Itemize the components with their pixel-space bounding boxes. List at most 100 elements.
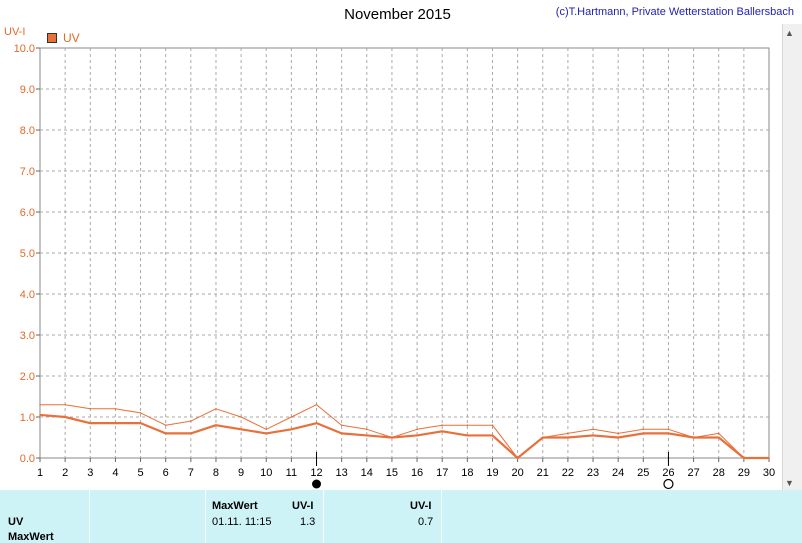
data-point-mean [466,434,469,437]
data-point-mean [667,432,670,435]
data-point-mean [315,422,318,424]
x-tick-label: 18 [461,467,473,479]
y-tick-label: 5.0 [20,248,35,260]
data-point-max [642,428,645,431]
data-point-max [466,424,469,427]
data-point-mean [541,436,544,439]
col-unit-header: UV-I [292,500,314,512]
data-point-mean [89,422,92,424]
x-tick-label: 23 [587,467,599,479]
x-tick-label: 27 [687,467,699,479]
x-tick-label: 20 [511,467,523,479]
col-max-header: MaxWert [212,500,258,512]
y-axis-unit-label: UV-I [4,26,26,38]
table-max-column: MaxWert UV-I 01.11. 11:15 1.3 [206,490,324,543]
x-tick-label: 17 [436,467,448,479]
data-point-mean [139,422,142,424]
x-tick-label: 29 [738,467,750,479]
max-value: 1.3 [300,516,316,528]
data-point-max [717,432,720,435]
data-point-mean [190,432,192,435]
x-tick-label: 30 [763,467,775,479]
x-tick-label: 25 [637,467,649,479]
row-label-maxwert: MaxWert [8,531,54,543]
y-tick-label: 4.0 [20,289,35,301]
data-point-mean [215,424,217,427]
x-tick-label: 3 [87,467,93,479]
x-tick-label: 5 [137,467,143,479]
data-point-mean [768,457,770,459]
data-point-mean [692,436,695,439]
data-point-max [667,428,670,431]
data-point-mean [64,416,66,418]
data-point-max [265,428,268,431]
data-point-mean [265,432,268,435]
data-point-mean [567,436,569,439]
data-point-max [592,428,594,431]
data-point-max [617,432,619,435]
x-tick-label: 7 [188,467,194,479]
data-point-mean [516,457,519,459]
data-point-max [491,424,494,427]
x-tick-label: 1 [37,467,43,479]
data-point-mean [164,432,167,435]
data-point-max [240,416,242,418]
x-tick-label: 22 [562,467,574,479]
summary-table: UV MaxWert MaxWert UV-I 01.11. 11:15 1.3… [0,490,802,543]
x-tick-label: 14 [361,467,373,479]
data-point-max [215,408,217,410]
data-point-mean [491,434,494,437]
y-tick-label: 9.0 [20,84,35,96]
y-tick-label: 6.0 [20,207,35,219]
data-point-max [139,412,142,414]
table-second-column: UV-I 0.7 [324,490,442,543]
new-moon-icon [663,478,674,490]
x-tick-label: 19 [486,467,498,479]
data-point-mean [441,430,444,433]
y-tick-label: 2.0 [20,371,35,383]
x-tick-label: 16 [411,467,423,479]
legend-label: UV [63,31,80,45]
scroll-down-icon[interactable]: ▼ [785,478,794,488]
data-point-mean [365,434,368,437]
chart-plot: 0.01.02.03.04.05.06.07.08.09.010.01 2 3 4 5 6… [14,43,775,490]
x-tick-label: 9 [238,467,244,479]
full-moon-icon [312,479,322,489]
data-point-max [567,432,569,435]
y-tick-label: 3.0 [20,330,35,342]
copyright-text: (c)T.Hartmann, Private Wetterstation Bal… [555,6,794,18]
x-tick-label: 2 [62,467,68,479]
x-tick-label: 6 [163,467,169,479]
data-point-max [315,403,318,406]
legend-swatch [47,33,57,43]
data-point-max [89,408,92,410]
second-value: 0.7 [418,516,434,528]
x-tick-label: 21 [537,467,549,479]
scroll-up-icon[interactable]: ▲ [785,28,794,38]
series-line-max [40,404,769,459]
y-tick-label: 10.0 [14,43,35,55]
data-point-mean [717,436,720,439]
y-tick-label: 0.0 [20,453,35,465]
data-point-max [340,424,343,427]
data-point-mean [290,428,293,431]
data-point-max [441,424,444,427]
x-tick-label: 26 [662,467,674,479]
table-label-column: UV MaxWert [0,490,90,543]
x-tick-label: 15 [386,467,398,479]
data-point-max [164,424,167,427]
data-point-mean [240,428,242,431]
y-tick-label: 1.0 [20,412,35,424]
data-point-mean [743,457,745,459]
data-point-max [114,408,117,410]
data-point-mean [642,432,645,435]
table-empty-column [90,490,206,543]
vertical-scrollbar[interactable] [782,24,802,490]
x-tick-label: 4 [112,467,118,479]
data-point-max [64,403,66,406]
data-point-max [365,428,368,431]
y-tick-label: 7.0 [20,166,35,178]
data-point-max [290,416,293,418]
max-date: 01.11. 11:15 [212,516,272,528]
x-tick-label: 24 [612,467,624,479]
